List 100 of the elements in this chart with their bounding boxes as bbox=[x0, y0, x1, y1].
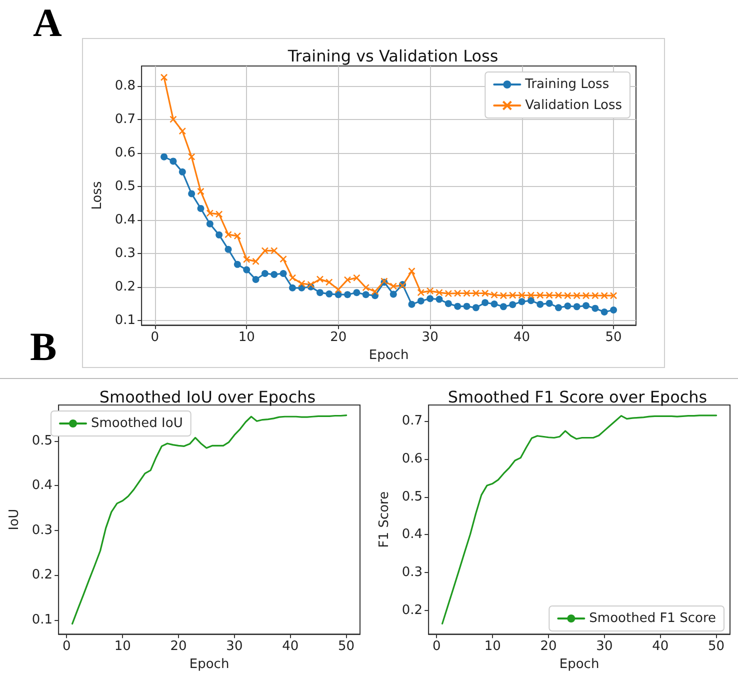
x-axis-title: Epoch bbox=[189, 657, 230, 672]
y-tick-label: 0.6 bbox=[114, 146, 136, 161]
point bbox=[170, 116, 177, 123]
point bbox=[564, 292, 572, 300]
point bbox=[600, 292, 608, 300]
y-tick-label: 0.3 bbox=[32, 522, 53, 538]
point bbox=[316, 289, 324, 296]
point bbox=[481, 290, 489, 297]
y-tick-label: 0.1 bbox=[114, 313, 136, 328]
y-tick-label: 0.2 bbox=[402, 602, 423, 618]
line-series bbox=[71, 414, 348, 625]
point bbox=[518, 292, 526, 299]
point bbox=[463, 290, 470, 297]
y-tick-label: 0.4 bbox=[32, 478, 53, 494]
x-tick-label: 20 bbox=[540, 639, 557, 654]
point bbox=[463, 302, 470, 310]
point bbox=[527, 297, 534, 304]
point bbox=[500, 303, 507, 310]
x-tick-label: 50 bbox=[708, 639, 725, 654]
y-axis-title: Loss bbox=[90, 181, 105, 210]
point bbox=[234, 232, 242, 240]
point bbox=[170, 158, 177, 165]
legend-label: Smoothed IoU bbox=[91, 416, 183, 431]
x-tick-label: 50 bbox=[605, 330, 622, 346]
point bbox=[243, 266, 250, 274]
x-tick-label: 20 bbox=[330, 330, 347, 346]
y-tick-label: 0.4 bbox=[114, 212, 136, 228]
text: B bbox=[30, 324, 57, 369]
point bbox=[242, 256, 250, 264]
point bbox=[215, 210, 223, 218]
point bbox=[270, 270, 278, 278]
point bbox=[546, 292, 553, 299]
point bbox=[454, 302, 462, 310]
point bbox=[353, 274, 360, 282]
legend-label: Smoothed F1 Score bbox=[589, 611, 716, 626]
legend-label: Training Loss bbox=[524, 77, 610, 92]
point bbox=[436, 296, 443, 303]
point bbox=[610, 306, 618, 314]
y-tick-label: 0.5 bbox=[114, 179, 136, 194]
y-tick-label: 0.7 bbox=[114, 112, 136, 128]
point bbox=[160, 153, 168, 160]
point bbox=[573, 303, 580, 310]
y-tick-label: 0.3 bbox=[114, 246, 136, 262]
x-tick-label: 40 bbox=[514, 330, 530, 346]
text: A bbox=[33, 0, 62, 45]
point bbox=[554, 292, 562, 299]
y-tick-label: 0.5 bbox=[32, 433, 53, 448]
point bbox=[288, 284, 296, 292]
point bbox=[592, 304, 599, 312]
point bbox=[178, 127, 186, 135]
point bbox=[444, 290, 452, 298]
point bbox=[353, 289, 360, 296]
point bbox=[509, 301, 516, 308]
point bbox=[582, 302, 590, 310]
point bbox=[564, 302, 572, 310]
point bbox=[444, 300, 452, 308]
point bbox=[500, 292, 508, 300]
point bbox=[426, 287, 434, 295]
point bbox=[573, 292, 580, 300]
point bbox=[527, 292, 535, 299]
x-axis-title: Epoch bbox=[368, 348, 409, 363]
y-tick-label: 0.1 bbox=[32, 612, 53, 628]
x-tick-label: 0 bbox=[150, 330, 160, 346]
chart-title: Smoothed F1 Score over Epochs bbox=[448, 388, 708, 406]
x-tick-label: 0 bbox=[432, 639, 441, 654]
point bbox=[362, 291, 370, 298]
point bbox=[188, 153, 196, 160]
point bbox=[261, 247, 269, 254]
y-tick-label: 0.3 bbox=[402, 565, 423, 580]
y-tick-label: 0.2 bbox=[32, 568, 53, 583]
point bbox=[536, 292, 544, 299]
x-tick-label: 30 bbox=[226, 639, 243, 654]
point bbox=[390, 282, 398, 290]
point bbox=[408, 300, 416, 308]
x-tick-label: 20 bbox=[170, 639, 187, 654]
point bbox=[554, 304, 562, 312]
point bbox=[508, 292, 516, 299]
point bbox=[490, 300, 498, 308]
point bbox=[490, 291, 498, 299]
chart-title: Training vs Validation Loss bbox=[286, 46, 498, 66]
x-tick-label: 30 bbox=[422, 330, 438, 346]
point bbox=[454, 290, 462, 297]
point bbox=[270, 247, 278, 254]
point bbox=[334, 286, 342, 294]
y-axis-title: IoU bbox=[7, 508, 22, 530]
point bbox=[326, 290, 333, 298]
point bbox=[600, 308, 608, 316]
point bbox=[334, 291, 342, 298]
chart-title: Smoothed IoU over Epochs bbox=[99, 388, 316, 406]
point bbox=[280, 270, 287, 277]
point bbox=[326, 278, 333, 286]
point bbox=[178, 168, 186, 176]
point bbox=[417, 288, 425, 296]
point bbox=[436, 288, 443, 296]
point bbox=[188, 190, 196, 198]
point bbox=[408, 267, 416, 275]
point bbox=[224, 246, 232, 253]
point bbox=[206, 220, 214, 228]
point bbox=[344, 291, 352, 298]
x-tick-label: 50 bbox=[338, 639, 355, 654]
